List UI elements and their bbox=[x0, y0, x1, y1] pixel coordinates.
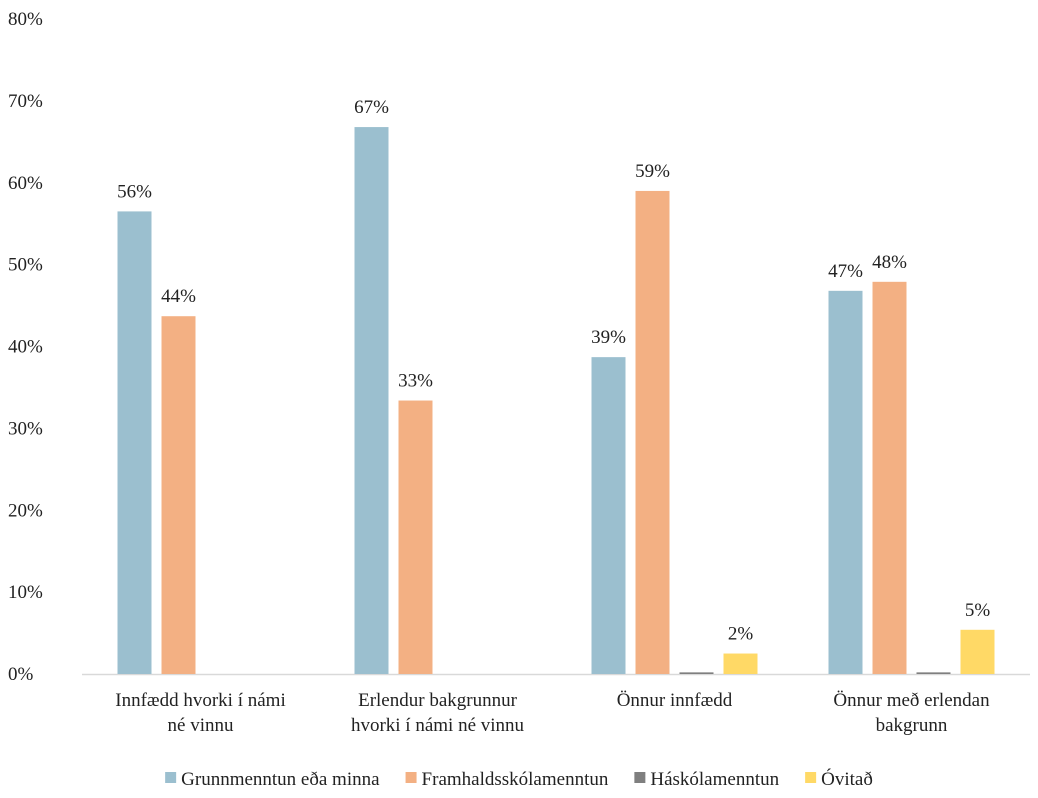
bar bbox=[354, 127, 389, 674]
bar bbox=[398, 400, 433, 674]
y-tick-label: 0% bbox=[8, 664, 34, 685]
data-label: 2% bbox=[728, 624, 754, 645]
data-label: 47% bbox=[828, 261, 863, 282]
bar bbox=[872, 281, 907, 674]
y-tick-label: 20% bbox=[8, 500, 43, 521]
data-label: 56% bbox=[117, 181, 152, 202]
y-tick-label: 80% bbox=[8, 9, 43, 30]
x-category-label: Innfædd hvorki í námi bbox=[115, 690, 285, 711]
bar bbox=[828, 290, 863, 674]
legend-swatch bbox=[405, 772, 417, 783]
y-tick-label: 70% bbox=[8, 91, 43, 112]
legend-swatch bbox=[634, 772, 646, 783]
bar bbox=[916, 672, 951, 674]
legend-label: Óvitað bbox=[821, 768, 873, 790]
data-label: 67% bbox=[354, 97, 389, 118]
y-tick-label: 10% bbox=[8, 582, 43, 603]
legend-label: Framhaldsskólamenntun bbox=[422, 769, 609, 790]
bar bbox=[591, 357, 626, 674]
bar bbox=[635, 190, 670, 674]
x-category-label: bakgrunn bbox=[876, 715, 948, 736]
bar bbox=[161, 316, 196, 674]
y-tick-label: 40% bbox=[8, 337, 43, 358]
x-category-label: Önnur með erlendan bbox=[833, 690, 990, 711]
y-tick-label: 60% bbox=[8, 173, 43, 194]
x-category-label: Erlendur bakgrunnur bbox=[358, 690, 517, 711]
x-category-label: né vinnu bbox=[168, 715, 234, 736]
bar bbox=[723, 653, 758, 674]
x-category-label: hvorki í námi né vinnu bbox=[351, 715, 525, 736]
data-label: 33% bbox=[398, 371, 433, 392]
data-label: 39% bbox=[591, 327, 626, 348]
data-label: 5% bbox=[965, 600, 991, 621]
legend-label: Grunnmenntun eða minna bbox=[181, 769, 380, 790]
legend-swatch bbox=[165, 772, 177, 783]
bar bbox=[960, 629, 995, 674]
y-tick-label: 50% bbox=[8, 255, 43, 276]
data-label: 44% bbox=[161, 286, 196, 307]
x-category-label: Önnur innfædd bbox=[617, 690, 733, 711]
data-label: 59% bbox=[635, 161, 670, 182]
y-tick-label: 30% bbox=[8, 418, 43, 439]
data-label: 48% bbox=[872, 252, 907, 273]
bar bbox=[117, 211, 152, 674]
legend-swatch bbox=[805, 772, 817, 783]
bar bbox=[679, 672, 714, 674]
legend-label: Háskólamenntun bbox=[650, 769, 779, 790]
